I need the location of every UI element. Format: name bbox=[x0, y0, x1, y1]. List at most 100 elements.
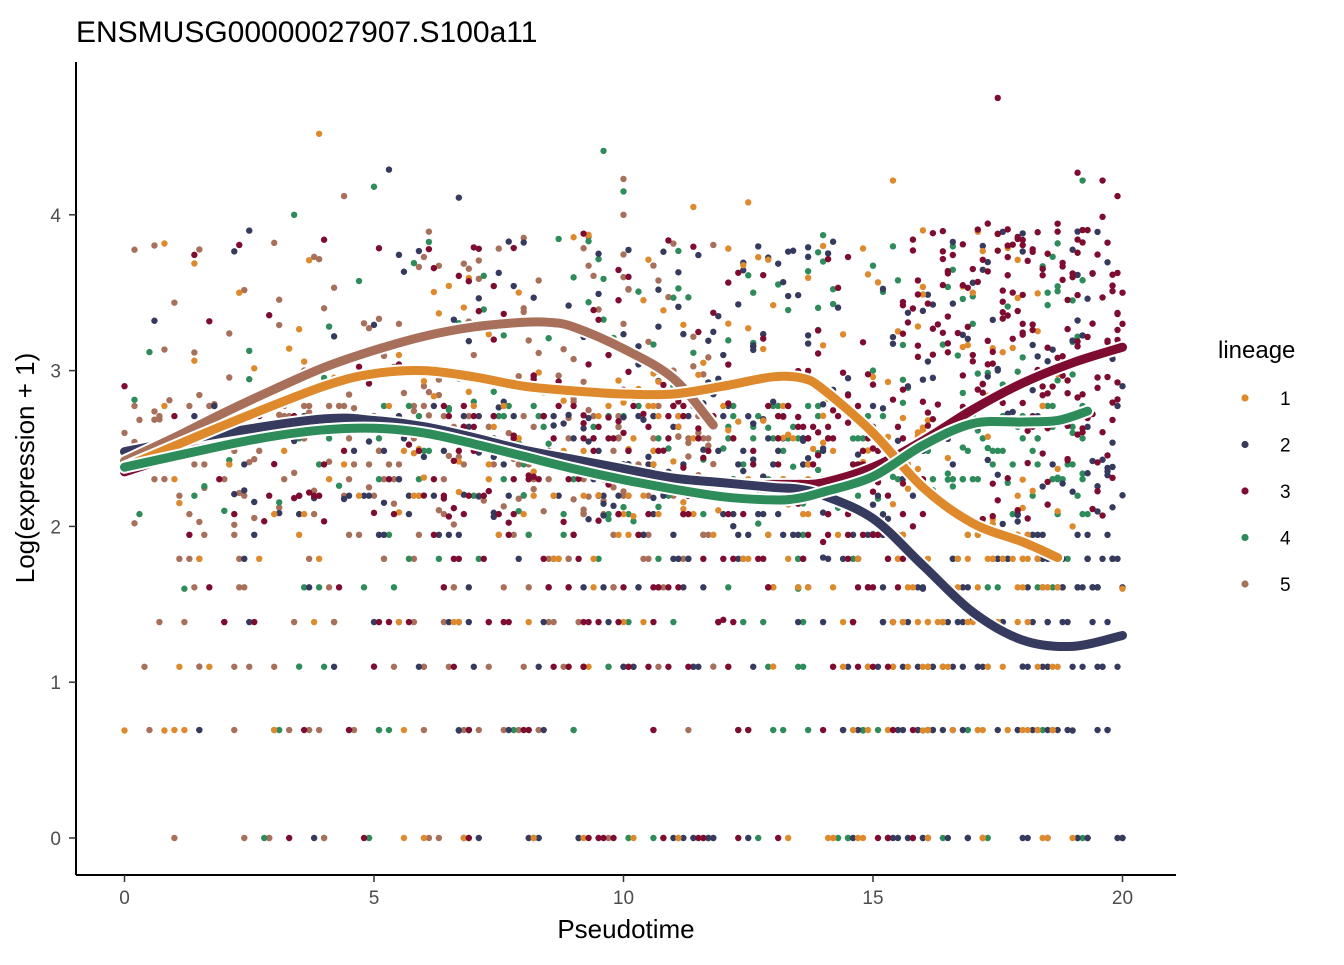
data-point bbox=[794, 435, 802, 442]
data-point bbox=[1029, 487, 1036, 495]
data-point bbox=[750, 346, 757, 354]
data-point bbox=[774, 461, 782, 468]
data-point bbox=[515, 461, 522, 468]
data-point bbox=[151, 416, 158, 423]
data-point bbox=[435, 531, 443, 539]
data-point bbox=[765, 663, 772, 670]
data-point bbox=[275, 296, 283, 303]
data-point bbox=[750, 461, 757, 468]
data-point bbox=[395, 461, 403, 468]
data-point bbox=[560, 397, 567, 404]
data-point bbox=[650, 262, 657, 269]
data-point bbox=[161, 727, 168, 734]
data-point bbox=[290, 618, 298, 626]
data-point bbox=[495, 412, 502, 420]
data-point bbox=[824, 531, 832, 539]
data-point bbox=[335, 402, 343, 410]
data-point bbox=[984, 834, 991, 842]
data-point bbox=[1024, 427, 1031, 434]
data-point bbox=[740, 267, 747, 274]
data-point bbox=[355, 531, 363, 539]
data-point bbox=[470, 244, 477, 251]
data-point bbox=[904, 584, 912, 591]
data-point bbox=[540, 423, 547, 431]
data-point bbox=[310, 618, 318, 626]
data-point bbox=[151, 317, 158, 324]
data-point bbox=[196, 555, 203, 563]
data-point bbox=[765, 531, 772, 539]
data-point bbox=[839, 555, 847, 563]
fitted-curve-5 bbox=[120, 317, 718, 466]
data-point bbox=[1074, 492, 1081, 499]
data-point bbox=[585, 493, 592, 500]
data-point bbox=[410, 450, 418, 457]
data-point bbox=[1014, 584, 1021, 591]
data-point bbox=[1059, 480, 1066, 487]
data-point bbox=[196, 726, 203, 734]
data-point bbox=[405, 441, 413, 448]
data-point bbox=[590, 412, 597, 420]
data-point bbox=[650, 447, 657, 455]
data-point bbox=[1054, 584, 1061, 591]
data-point bbox=[390, 663, 398, 670]
data-point bbox=[305, 726, 313, 734]
data-point bbox=[979, 389, 986, 396]
data-point bbox=[1039, 483, 1046, 490]
data-point bbox=[1019, 726, 1026, 734]
data-point bbox=[635, 412, 642, 420]
data-point bbox=[575, 834, 582, 842]
data-point bbox=[959, 372, 967, 379]
data-point bbox=[869, 584, 877, 591]
data-point bbox=[236, 584, 243, 591]
data-point bbox=[670, 240, 677, 247]
legend-key-3 bbox=[1241, 487, 1249, 495]
data-point bbox=[625, 618, 632, 626]
data-point bbox=[1099, 512, 1106, 519]
data-point bbox=[1089, 584, 1096, 591]
data-point bbox=[1079, 226, 1086, 234]
data-point bbox=[914, 663, 922, 670]
data-point bbox=[455, 531, 463, 539]
data-point bbox=[869, 445, 877, 452]
x-tick-label: 5 bbox=[369, 888, 380, 909]
data-point bbox=[580, 834, 587, 842]
y-tick-label: 1 bbox=[50, 673, 61, 694]
data-point bbox=[720, 402, 727, 410]
data-point bbox=[999, 399, 1006, 407]
data-point bbox=[620, 273, 627, 281]
data-point bbox=[635, 402, 642, 410]
data-point bbox=[570, 355, 577, 363]
data-point bbox=[994, 367, 1001, 374]
data-point bbox=[1074, 169, 1081, 176]
data-point bbox=[266, 492, 273, 499]
data-point bbox=[206, 663, 213, 670]
data-point bbox=[829, 238, 837, 245]
data-point bbox=[929, 351, 937, 358]
data-point bbox=[814, 350, 822, 357]
data-point bbox=[315, 461, 323, 468]
data-point bbox=[460, 260, 468, 267]
data-point bbox=[1119, 585, 1126, 592]
data-point bbox=[839, 726, 847, 734]
data-point bbox=[834, 834, 842, 842]
data-point bbox=[1039, 272, 1046, 279]
data-point bbox=[700, 555, 707, 563]
data-point bbox=[315, 726, 323, 734]
data-point bbox=[505, 429, 512, 437]
data-point bbox=[914, 465, 922, 473]
data-point bbox=[854, 584, 862, 591]
data-point bbox=[695, 371, 702, 378]
data-point bbox=[760, 345, 767, 353]
data-point bbox=[535, 726, 542, 734]
data-point bbox=[1074, 333, 1081, 340]
data-point bbox=[889, 501, 897, 508]
data-point bbox=[1064, 296, 1071, 304]
data-point bbox=[1044, 358, 1051, 365]
data-point bbox=[909, 523, 917, 530]
data-point bbox=[305, 257, 313, 264]
data-point bbox=[420, 253, 428, 261]
data-point bbox=[655, 584, 662, 591]
data-point bbox=[720, 616, 727, 624]
data-point bbox=[755, 243, 762, 250]
data-point bbox=[620, 331, 627, 338]
